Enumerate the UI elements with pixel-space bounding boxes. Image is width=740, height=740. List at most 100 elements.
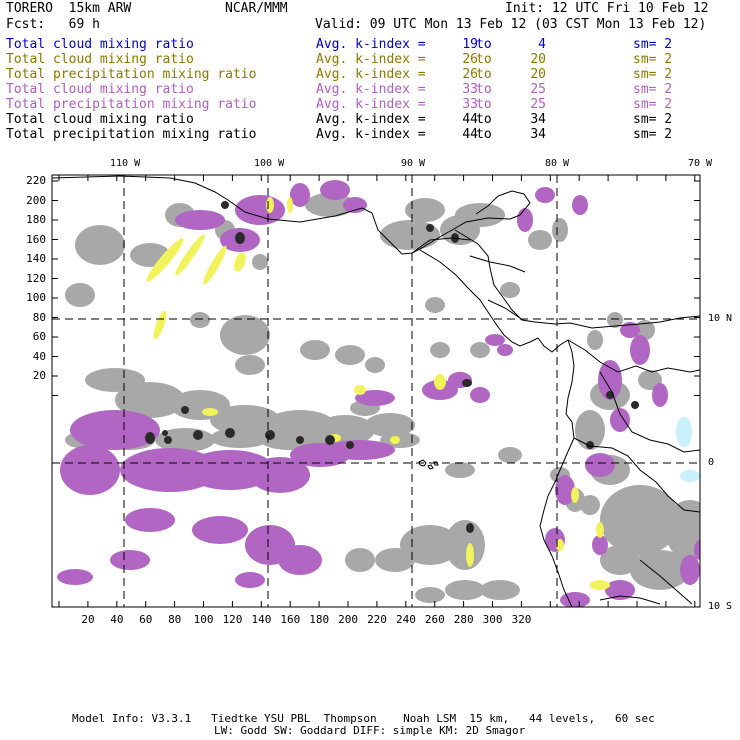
purple-field [620,322,640,338]
legend-value-high: 26 [462,67,478,82]
purple-field [517,208,533,232]
gray-field [190,312,210,328]
border-bolivia [639,559,693,605]
gray-cloud-fields [65,193,700,603]
gray-field [115,382,185,418]
border-colombia [567,339,700,373]
cyan-field [676,417,692,447]
purple-field [343,197,367,213]
purple-field [585,453,615,477]
cyan-fields [676,417,700,482]
purple-field [470,387,490,403]
gray-field [375,548,415,572]
yellow-field [266,197,274,213]
lat-label-10n: 10 N [708,313,733,324]
x-tick-label: 280 [453,613,474,626]
y-tick-label: 40 [32,349,46,363]
dark-cloud-fields [145,201,639,533]
dark-core [426,224,434,232]
gray-field [365,357,385,373]
gray-field [235,355,265,375]
legend-to: to [476,112,492,127]
legend-to: to [476,67,492,82]
gray-field [305,193,355,217]
legend-value-high: 26 [462,52,478,67]
legend-row: Total cloud mixing ratio Avg. k-index = 19… [6,38,726,52]
gray-field [445,462,475,478]
coastline-south-america [539,339,575,607]
purple-field [250,457,310,493]
legend-k-index: Avg. k-index = [316,37,426,52]
legend-value-high: 44 [462,127,478,142]
x-tick-label: 60 [139,613,153,626]
yellow-field [571,487,579,503]
x-tick-label: 40 [110,613,124,626]
x-tick-label: 320 [511,613,532,626]
dark-core [346,441,354,449]
purple-field [497,344,513,356]
legend-value-low: 34 [530,127,546,142]
dark-core [181,406,189,414]
purple-field [598,360,622,400]
gray-field [252,254,268,270]
yellow-field [354,385,366,395]
coastline-pacific-central [419,249,569,353]
gray-field [470,342,490,358]
init-time: Init: 12 UTC Fri 10 Feb 12 [505,1,709,16]
purple-field [175,210,225,230]
lon-label-90w: 90 W [401,158,426,169]
purple-field [610,408,630,432]
legend-row: Total precipitation mixing ratio Avg. k-i… [6,68,726,82]
gray-field [587,330,603,350]
legend-row: Total cloud mixing ratio Avg. k-index = 26… [6,53,726,67]
legend-to: to [476,127,492,142]
gray-field [580,495,600,515]
center-title: NCAR/MMM [225,1,288,16]
legend-row: Total precipitation mixing ratio Avg. k-i… [6,128,726,142]
purple-field [60,445,120,495]
gray-field [335,345,365,365]
gray-field [600,485,680,555]
dark-core [265,430,275,440]
yellow-field [434,374,446,390]
lon-label-110w: 110 W [110,158,141,169]
y-tick-label: 80 [32,310,46,324]
gray-field [498,447,522,463]
legend-k-index: Avg. k-index = [316,112,426,127]
border-ecuador-peru [573,437,700,513]
y-tick-label: 140 [26,252,46,265]
legend-label: Total precipitation mixing ratio [6,97,257,112]
gray-field [455,203,505,227]
gray-field [220,315,270,355]
legend-to: to [476,97,492,112]
coastline-mexico [52,175,511,255]
yellow-field [287,197,293,213]
dark-core [145,432,155,444]
legend-value-high: 33 [462,82,478,97]
dark-core [164,436,172,444]
dark-core [235,232,245,244]
galapagos-1 [418,459,427,467]
legend-smoothing: sm= 2 [633,52,673,67]
x-tick-label: 260 [424,613,445,626]
x-tick-label: 180 [309,613,330,626]
gray-field [552,218,568,242]
legend-k-index: Avg. k-index = [316,127,426,142]
forecast-hour: Fcst: 69 h [6,17,100,32]
dark-core [193,430,203,440]
dark-core [631,401,639,409]
gray-field [365,413,415,437]
gridlines [52,175,700,607]
yellow-field [203,245,227,285]
gray-field [380,220,440,250]
legend-k-index: Avg. k-index = [316,67,426,82]
gray-field [405,198,445,222]
dark-core [221,201,229,209]
yellow-field [175,234,205,276]
purple-field [192,516,248,544]
yellow-field [153,310,167,340]
legend-k-index: Avg. k-index = [316,52,426,67]
x-tick-label: 240 [395,613,416,626]
yellow-field [556,539,564,551]
